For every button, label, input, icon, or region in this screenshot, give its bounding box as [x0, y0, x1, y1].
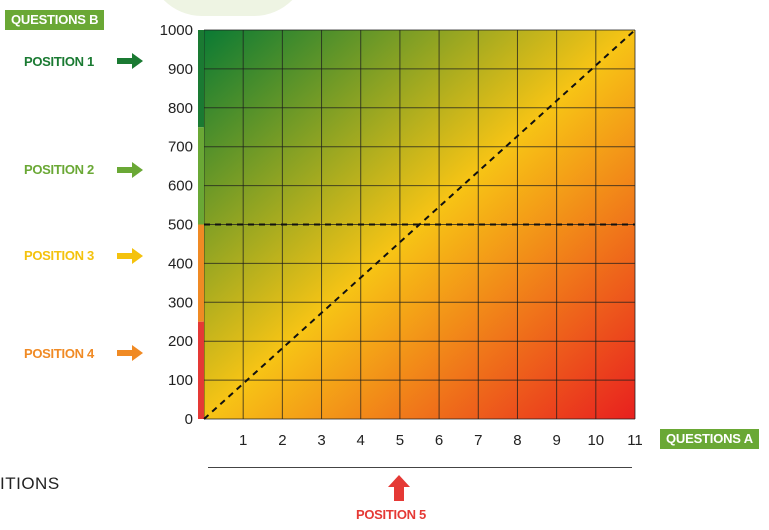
footer-text: ITIONS	[0, 474, 60, 493]
y-tick-label: 700	[168, 139, 193, 156]
x-tick-label: 3	[317, 432, 325, 449]
arrow-right-icon	[117, 345, 143, 361]
y-band-strip	[198, 30, 204, 419]
x-tick-label: 1	[239, 432, 247, 449]
y-tick-label: 200	[168, 333, 193, 350]
divider-line	[208, 467, 632, 468]
position-1-label: POSITION 1	[24, 54, 94, 69]
position-4-label: POSITION 4	[24, 346, 94, 361]
x-tick-label: 7	[474, 432, 482, 449]
position-2-label: POSITION 2	[24, 162, 94, 177]
x-tick-label: 4	[357, 432, 365, 449]
arrow-up-icon	[388, 475, 410, 501]
x-tick-labels: 1 2 3 4 5 6 7 8 9 10 11	[239, 432, 643, 449]
y-tick-label: 400	[168, 255, 193, 272]
y-tick-label: 300	[168, 294, 193, 311]
y-axis-badge: QUESTIONS B	[5, 10, 105, 30]
y-tick-label: 500	[168, 217, 193, 234]
x-tick-label: 8	[513, 432, 521, 449]
x-tick-label: 6	[435, 432, 443, 449]
y-band	[198, 30, 204, 128]
y-tick-labels: 0 100 200 300 400 500 600 700 800 900 1000	[160, 22, 193, 428]
decorative-arc	[148, 0, 308, 16]
y-band	[198, 321, 204, 419]
arrow-right-icon	[117, 162, 143, 178]
y-tick-label: 600	[168, 178, 193, 195]
y-tick-label: 900	[168, 61, 193, 78]
y-tick-label: 1000	[160, 22, 193, 39]
position-5-label: POSITION 5	[356, 507, 426, 522]
x-tick-label: 11	[627, 432, 643, 449]
x-tick-label: 2	[278, 432, 286, 449]
y-tick-label: 100	[168, 372, 193, 389]
position-3-label: POSITION 3	[24, 248, 94, 263]
y-band	[198, 127, 204, 225]
diagonal-dashed-line	[203, 29, 636, 420]
y-tick-label: 0	[185, 411, 193, 428]
x-axis-badge: QUESTIONS A	[660, 429, 759, 449]
x-tick-label: 10	[587, 432, 604, 449]
position-arrows	[117, 53, 410, 501]
y-band	[198, 224, 204, 322]
arrow-right-icon	[117, 248, 143, 264]
reference-lines	[203, 29, 636, 420]
arrow-right-icon	[117, 53, 143, 69]
x-tick-label: 5	[396, 432, 404, 449]
x-tick-label: 9	[552, 432, 560, 449]
y-tick-label: 800	[168, 100, 193, 117]
